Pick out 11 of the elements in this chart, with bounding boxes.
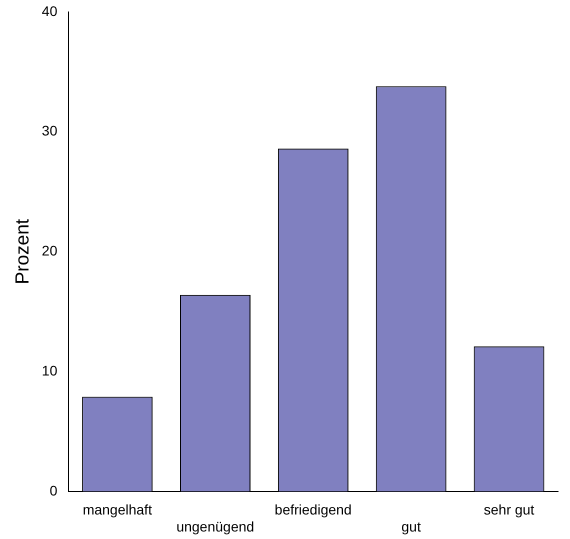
y-tick-label: 10: [42, 362, 58, 378]
y-tick-label: 30: [42, 122, 58, 139]
x-tick-label: befriedigend: [274, 502, 352, 518]
x-tick-label: ungenügend: [176, 518, 254, 534]
y-tick-label: 0: [50, 482, 58, 498]
y-tick-label: 20: [42, 242, 58, 259]
y-axis-title: Prozent: [12, 218, 34, 284]
y-tick-label: 40: [42, 2, 58, 19]
x-tick-label: sehr gut: [484, 502, 534, 518]
x-tick-label: gut: [401, 518, 421, 534]
x-tick-label: mangelhaft: [82, 502, 152, 518]
